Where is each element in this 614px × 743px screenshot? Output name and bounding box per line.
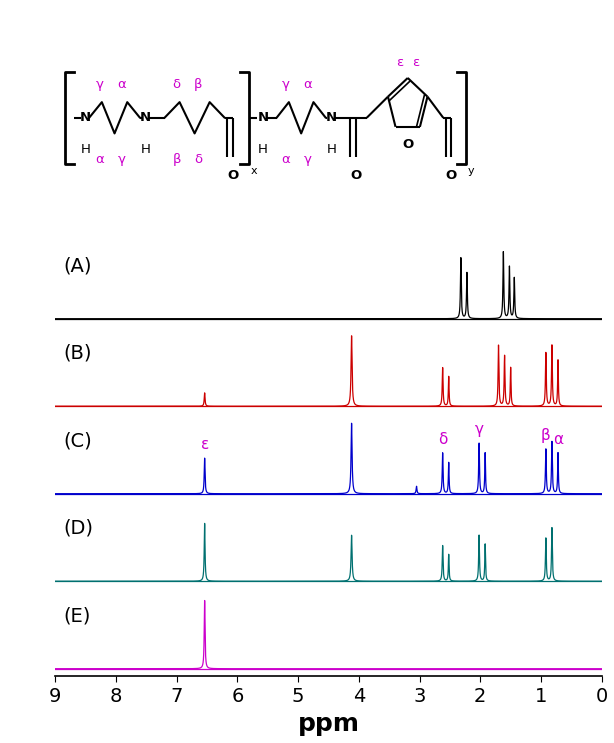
Text: δ: δ — [173, 78, 181, 91]
Text: H: H — [80, 143, 90, 156]
Text: ε: ε — [201, 437, 209, 452]
Text: (D): (D) — [63, 519, 93, 538]
Text: γ: γ — [118, 153, 126, 166]
Text: α: α — [303, 78, 312, 91]
Text: (E): (E) — [63, 606, 91, 625]
X-axis label: ppm: ppm — [298, 713, 359, 736]
Text: α: α — [553, 432, 563, 447]
Text: β: β — [541, 428, 551, 444]
Text: δ: δ — [195, 153, 203, 166]
Text: N: N — [257, 111, 268, 124]
Text: O: O — [402, 137, 413, 151]
Text: H: H — [141, 143, 150, 156]
Text: N: N — [80, 111, 91, 124]
Text: α: α — [117, 78, 126, 91]
Text: O: O — [446, 169, 457, 182]
Text: N: N — [325, 111, 337, 124]
Text: α: α — [281, 153, 290, 166]
Text: β: β — [173, 153, 181, 166]
Text: H: H — [258, 143, 268, 156]
Text: ε: ε — [412, 56, 419, 69]
Text: (A): (A) — [63, 256, 92, 275]
Text: α: α — [96, 153, 104, 166]
Text: ε: ε — [396, 56, 403, 69]
Text: β: β — [194, 78, 203, 91]
Text: γ: γ — [475, 422, 484, 438]
Text: N: N — [140, 111, 151, 124]
Text: γ: γ — [304, 153, 312, 166]
Text: δ: δ — [438, 432, 448, 447]
Text: x: x — [251, 166, 257, 176]
Text: O: O — [227, 169, 238, 182]
Text: O: O — [350, 169, 362, 182]
Text: y: y — [467, 166, 474, 176]
Text: γ: γ — [282, 78, 290, 91]
Text: γ: γ — [96, 78, 104, 91]
Text: H: H — [326, 143, 336, 156]
Text: (C): (C) — [63, 431, 92, 450]
Text: (B): (B) — [63, 344, 92, 363]
